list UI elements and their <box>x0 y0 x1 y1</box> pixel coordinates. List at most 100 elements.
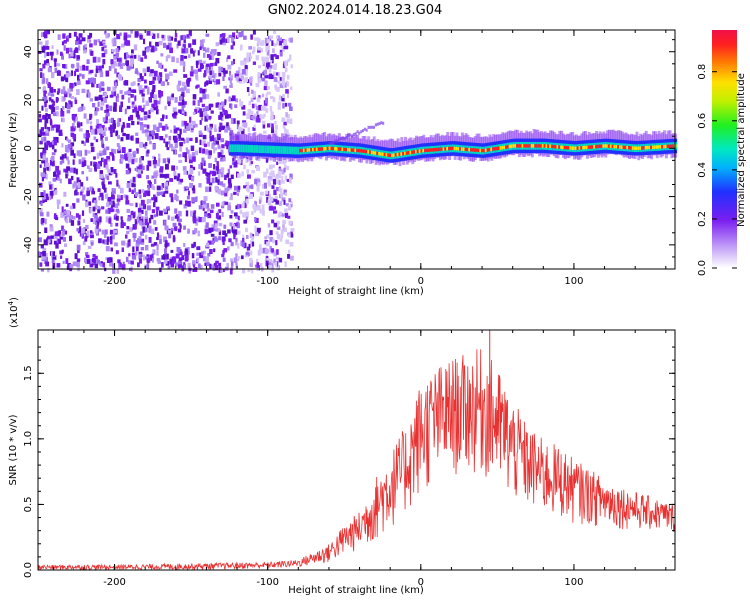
band-core <box>549 144 552 148</box>
noise-cell <box>55 217 59 221</box>
noise-cell <box>158 210 163 216</box>
noise-cell <box>153 201 156 208</box>
noise-cell <box>75 185 78 190</box>
noise-cell <box>177 262 181 269</box>
noise-cell <box>80 189 84 194</box>
noise-cell <box>123 35 128 41</box>
noise-cell <box>153 99 158 106</box>
noise-cell <box>158 40 163 46</box>
noise-cell <box>47 83 52 89</box>
band-core <box>574 146 578 150</box>
band-core <box>475 148 478 152</box>
band-core <box>457 147 460 151</box>
band-streak <box>374 123 377 127</box>
noise-cell <box>201 103 205 108</box>
noise-cell <box>263 113 266 117</box>
noise-cell <box>254 217 257 223</box>
noise-cell <box>90 121 93 125</box>
noise-cell <box>196 84 200 88</box>
band-core <box>348 148 352 152</box>
noise-cell <box>263 130 267 134</box>
noise-cell <box>142 226 146 233</box>
noise-cell <box>286 114 290 119</box>
noise-cell <box>102 144 105 149</box>
noise-cell <box>186 88 190 94</box>
noise-cell <box>90 235 94 239</box>
noise-cell <box>271 185 275 189</box>
noise-cell <box>185 210 189 217</box>
noise-cell <box>235 253 238 259</box>
noise-cell <box>86 190 90 196</box>
noise-cell <box>90 125 93 130</box>
noise-cell <box>244 202 247 209</box>
noise-cell <box>135 192 139 197</box>
noise-cell <box>183 139 186 144</box>
band-streak <box>330 141 333 145</box>
noise-cell <box>45 78 49 84</box>
band-mid <box>257 145 260 153</box>
noise-cell <box>182 99 185 106</box>
noise-cell <box>144 55 147 59</box>
noise-cell <box>43 31 46 37</box>
noise-cell <box>163 138 166 144</box>
noise-cell <box>125 234 128 239</box>
noise-cell <box>55 174 60 180</box>
noise-cell <box>203 160 206 166</box>
noise-cell <box>165 123 168 130</box>
noise-cell <box>72 159 75 165</box>
band-core <box>302 148 306 153</box>
noise-cell <box>39 130 42 137</box>
noise-cell <box>285 102 288 107</box>
noise-cell <box>120 195 123 200</box>
y-tick-label: 20 <box>23 94 34 107</box>
noise-cell <box>232 58 235 65</box>
noise-cell <box>66 35 71 39</box>
noise-cell <box>181 120 186 127</box>
band-core <box>595 144 598 149</box>
noise-cell <box>141 222 146 229</box>
noise-cell <box>152 144 156 150</box>
band-core <box>505 145 508 149</box>
noise-cell <box>247 127 250 132</box>
noise-cell <box>130 30 133 34</box>
noise-cell <box>247 268 251 272</box>
noise-cell <box>271 164 275 168</box>
noise-cell <box>194 150 199 156</box>
noise-cell <box>82 186 86 190</box>
band-core <box>315 147 319 151</box>
noise-cell <box>140 156 144 161</box>
noise-cell <box>196 257 200 263</box>
noise-cell <box>159 166 164 171</box>
band-core <box>530 144 534 148</box>
noise-cell <box>130 89 135 93</box>
noise-cell <box>77 182 81 188</box>
noise-cell <box>132 109 135 113</box>
noise-cell <box>246 235 249 239</box>
band-core <box>494 147 497 151</box>
noise-cell <box>245 186 250 191</box>
noise-cell <box>273 252 278 257</box>
noise-cell <box>136 121 140 125</box>
noise-cell <box>207 141 210 147</box>
noise-cell <box>281 175 284 182</box>
noise-cell <box>65 102 68 109</box>
noise-cell <box>84 236 88 242</box>
noise-cell <box>188 54 191 59</box>
noise-cell <box>238 126 242 132</box>
noise-cell <box>144 216 148 220</box>
noise-cell <box>145 100 150 106</box>
noise-cell <box>94 255 98 260</box>
noise-cell <box>164 183 169 190</box>
noise-cell <box>82 194 86 199</box>
noise-cell <box>109 128 113 134</box>
noise-cell <box>159 173 164 178</box>
noise-cell <box>101 181 104 186</box>
noise-cell <box>158 153 161 158</box>
band-core <box>655 145 659 149</box>
noise-cell <box>150 255 154 261</box>
noise-cell <box>202 140 206 146</box>
noise-cell <box>272 178 277 185</box>
noise-cell <box>203 250 206 255</box>
noise-cell <box>44 30 48 35</box>
noise-cell <box>129 203 134 206</box>
